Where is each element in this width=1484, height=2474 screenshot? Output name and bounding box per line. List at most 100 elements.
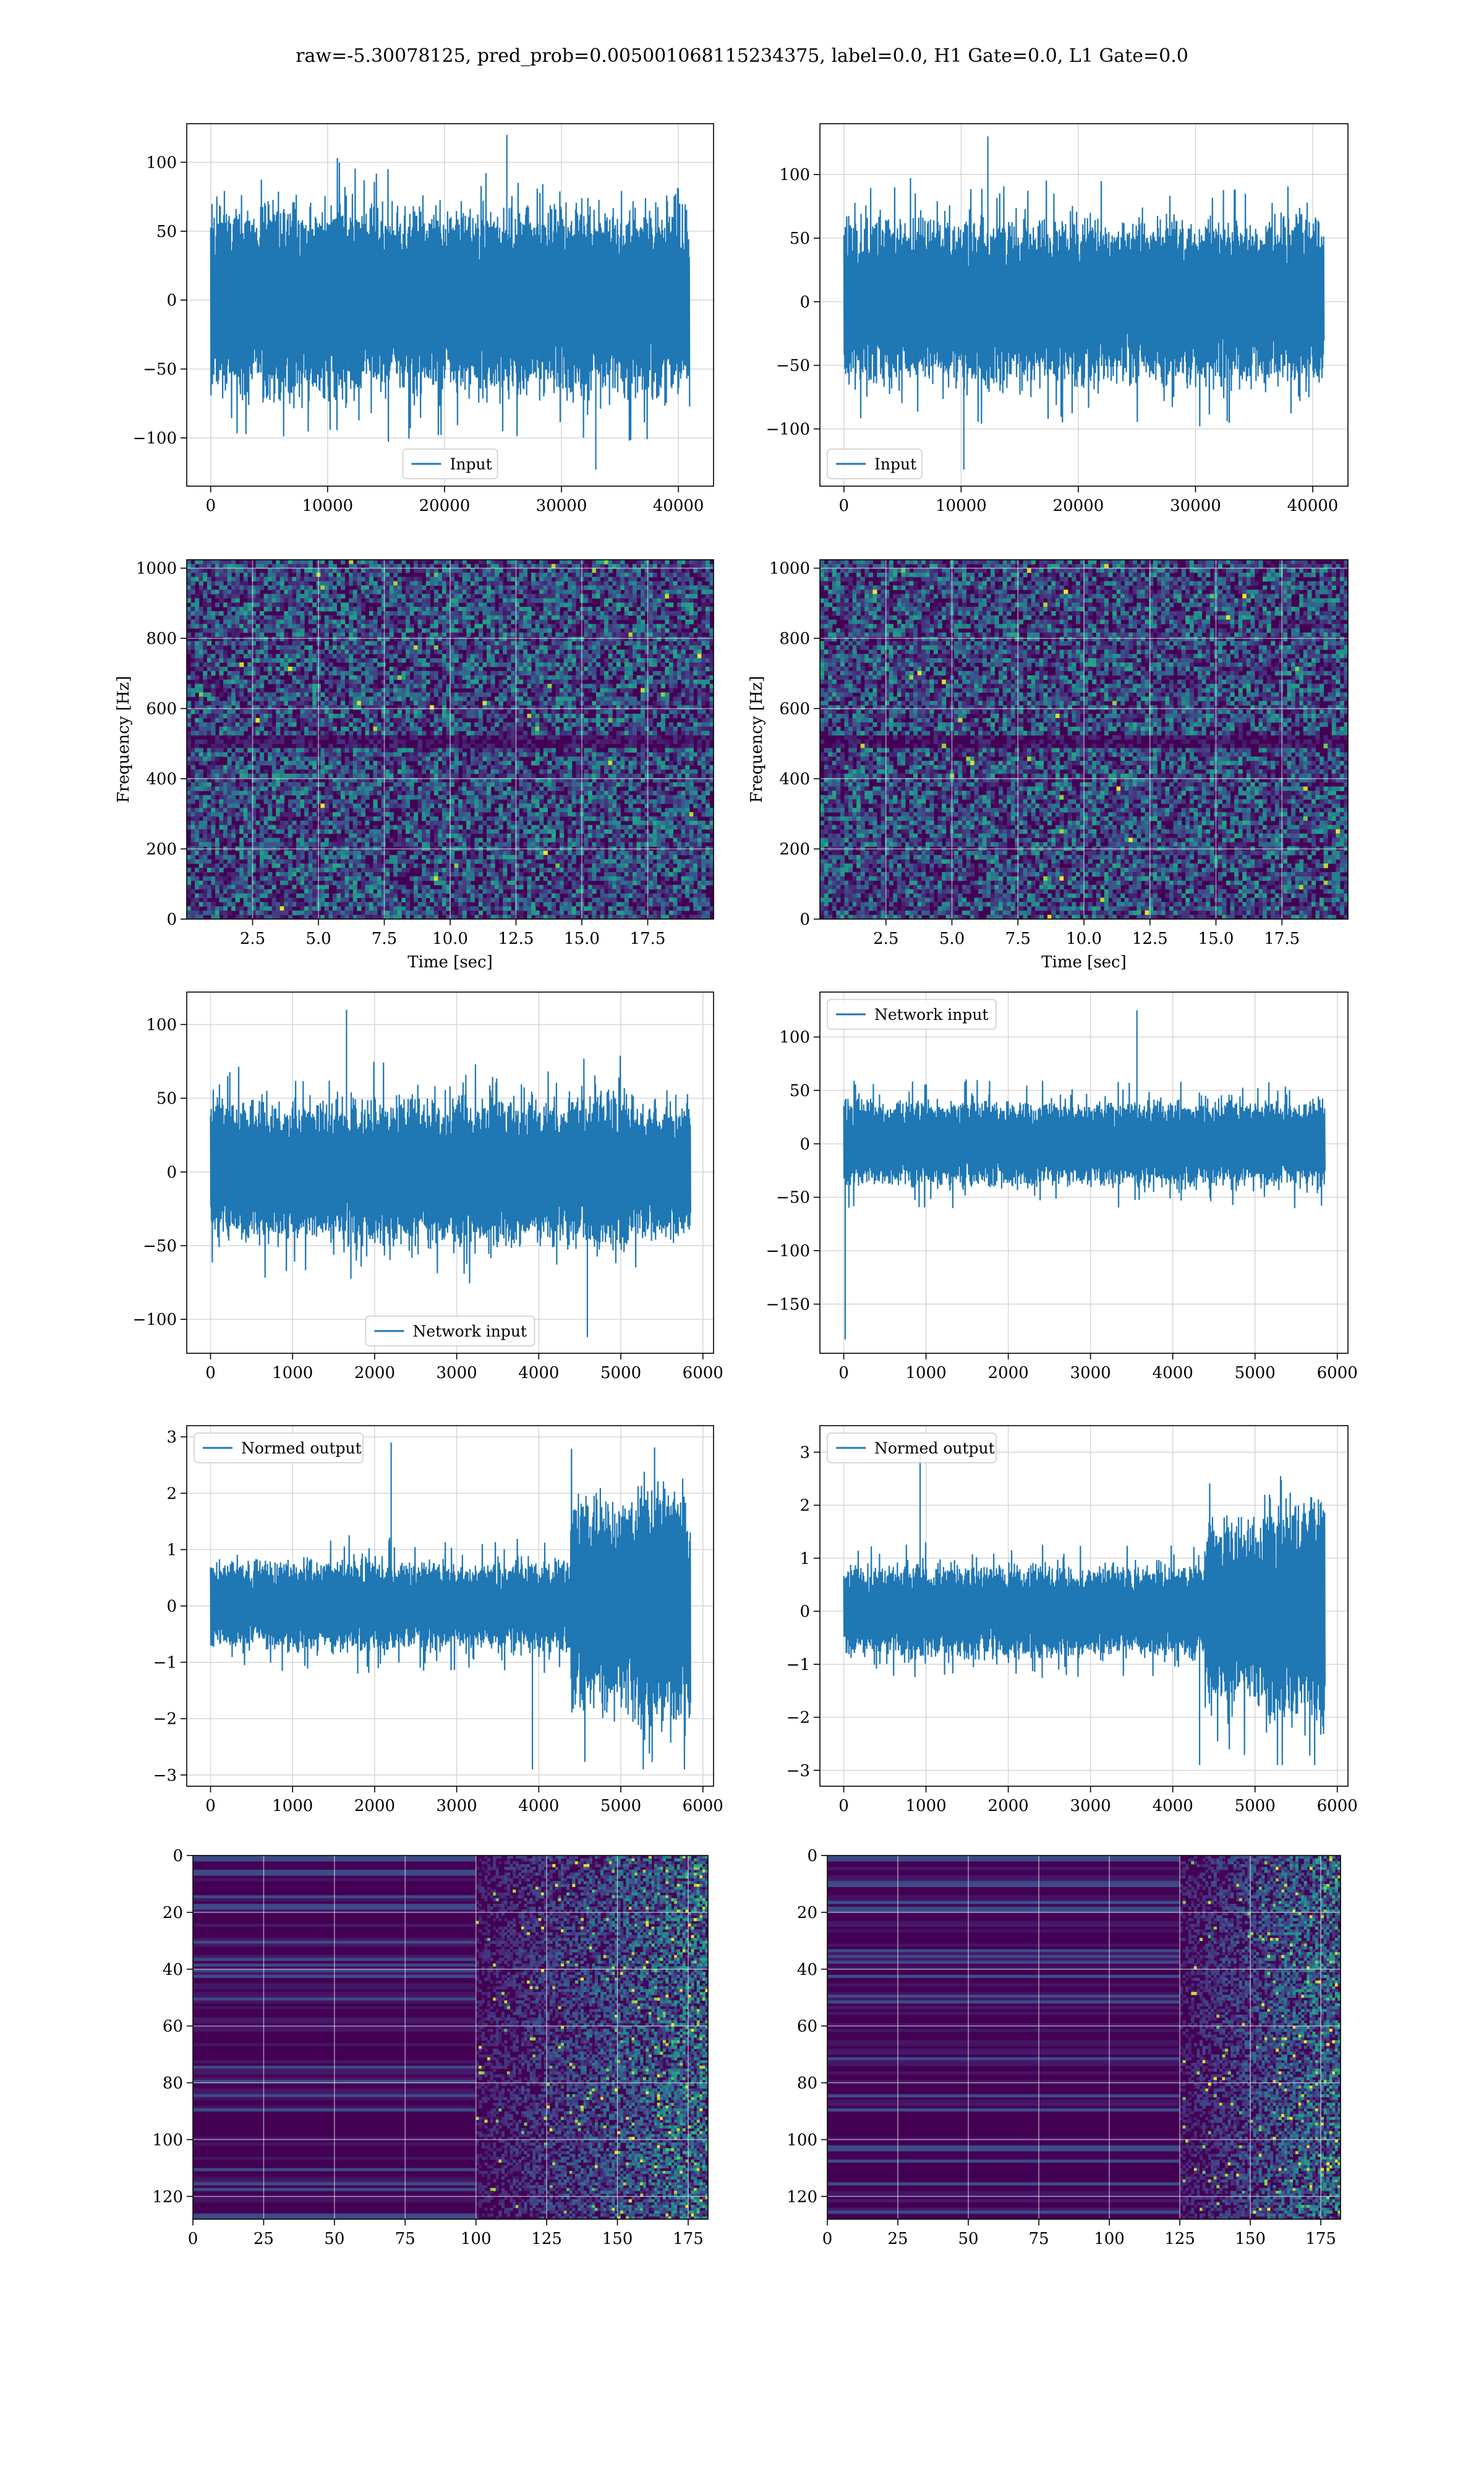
heatmap-cell xyxy=(373,717,378,723)
heatmap-cell xyxy=(385,893,390,898)
heatmap-cell xyxy=(215,868,220,873)
heatmap-cell xyxy=(438,782,443,787)
heatmap-cell xyxy=(401,884,406,890)
heatmap-cell xyxy=(454,915,459,919)
heatmap-cell xyxy=(425,855,430,860)
heatmap-cell xyxy=(357,855,362,860)
heatmap-cell xyxy=(268,658,273,663)
heatmap-cell xyxy=(239,765,244,770)
heatmap-cell xyxy=(195,880,200,886)
heatmap-cell xyxy=(498,636,503,641)
heatmap-cell xyxy=(336,739,341,744)
heatmap-cell xyxy=(385,730,390,736)
heatmap-cell xyxy=(446,649,451,654)
heatmap-cell xyxy=(227,576,232,582)
heatmap-cell xyxy=(405,893,411,898)
heatmap-cell xyxy=(352,645,357,650)
heatmap-cell xyxy=(288,649,292,654)
heatmap-cell xyxy=(344,761,349,766)
heatmap-cell xyxy=(462,850,467,855)
heatmap-cell xyxy=(276,777,281,783)
heatmap-cell xyxy=(433,675,438,680)
heatmap-cell xyxy=(425,572,430,578)
heatmap-cell xyxy=(357,777,362,783)
heatmap-cell xyxy=(438,581,443,586)
heatmap-cell xyxy=(324,902,329,907)
heatmap-cell xyxy=(341,910,346,915)
heatmap-cell xyxy=(312,568,317,573)
heatmap-cell xyxy=(482,607,487,612)
heatmap-cell xyxy=(487,576,492,582)
heatmap-cell xyxy=(357,765,362,770)
heatmap-cell xyxy=(260,679,265,685)
heatmap-cell xyxy=(458,607,463,612)
heatmap-cell xyxy=(385,910,390,915)
heatmap-cell xyxy=(360,576,365,582)
heatmap-cell xyxy=(357,649,362,654)
heatmap-cell xyxy=(251,594,257,599)
heatmap-cell xyxy=(276,594,281,599)
heatmap-cell xyxy=(292,824,297,830)
heatmap-cell xyxy=(349,777,354,783)
heatmap-cell xyxy=(304,602,309,607)
heatmap-cell xyxy=(482,884,487,890)
heatmap-cell xyxy=(498,735,503,740)
heatmap-cell xyxy=(239,850,244,855)
heatmap-cell xyxy=(324,889,329,894)
heatmap-cell xyxy=(211,628,216,633)
heatmap-cell xyxy=(235,897,240,902)
heatmap-cell xyxy=(409,589,414,594)
heatmap-cell xyxy=(219,581,224,586)
heatmap-cell xyxy=(198,632,203,638)
heatmap-cell xyxy=(227,842,232,847)
heatmap-cell xyxy=(247,893,252,898)
heatmap-cell xyxy=(260,662,265,667)
heatmap-cell xyxy=(251,773,257,779)
heatmap-cell xyxy=(503,594,508,599)
heatmap-cell xyxy=(211,743,216,748)
heatmap-cell xyxy=(409,585,414,590)
heatmap-cell xyxy=(276,902,281,907)
heatmap-cell xyxy=(328,645,333,650)
heatmap-cell xyxy=(482,795,487,800)
heatmap-cell xyxy=(296,585,301,590)
heatmap-cell xyxy=(498,777,503,783)
heatmap-cell xyxy=(389,585,394,590)
heatmap-cell xyxy=(441,897,447,902)
heatmap-cell xyxy=(247,705,252,710)
heatmap-cell xyxy=(454,568,459,573)
heatmap-cell xyxy=(260,709,265,714)
heatmap-cell xyxy=(360,709,365,714)
heatmap-cell xyxy=(344,748,349,753)
heatmap-cell xyxy=(239,589,244,594)
heatmap-cell xyxy=(369,816,374,821)
heatmap-cell xyxy=(219,717,224,723)
heatmap-cell xyxy=(195,782,200,787)
heatmap-cell xyxy=(438,726,443,732)
heatmap-cell xyxy=(433,871,438,877)
heatmap-cell xyxy=(219,675,224,680)
heatmap-cell xyxy=(341,585,346,590)
heatmap-cell xyxy=(357,871,362,877)
heatmap-cell xyxy=(389,679,394,685)
heatmap-cell xyxy=(279,773,284,779)
heatmap-cell xyxy=(360,795,365,800)
heatmap-cell xyxy=(328,683,333,689)
heatmap-cell xyxy=(478,628,484,633)
heatmap-cell xyxy=(239,628,244,633)
heatmap-cell xyxy=(332,752,338,757)
heatmap-cell xyxy=(239,884,244,890)
heatmap-cell xyxy=(385,824,390,830)
heatmap-cell xyxy=(276,799,281,804)
heatmap-cell xyxy=(441,662,447,667)
heatmap-cell xyxy=(219,670,224,676)
heatmap-cell xyxy=(187,859,192,864)
heatmap-cell xyxy=(231,859,236,864)
heatmap-cell xyxy=(422,611,427,616)
heatmap-cell xyxy=(268,705,273,710)
heatmap-cell xyxy=(430,915,435,919)
heatmap-cell xyxy=(219,658,224,663)
heatmap-cell xyxy=(190,675,195,680)
heatmap-cell xyxy=(466,786,471,792)
heatmap-cell xyxy=(425,795,430,800)
